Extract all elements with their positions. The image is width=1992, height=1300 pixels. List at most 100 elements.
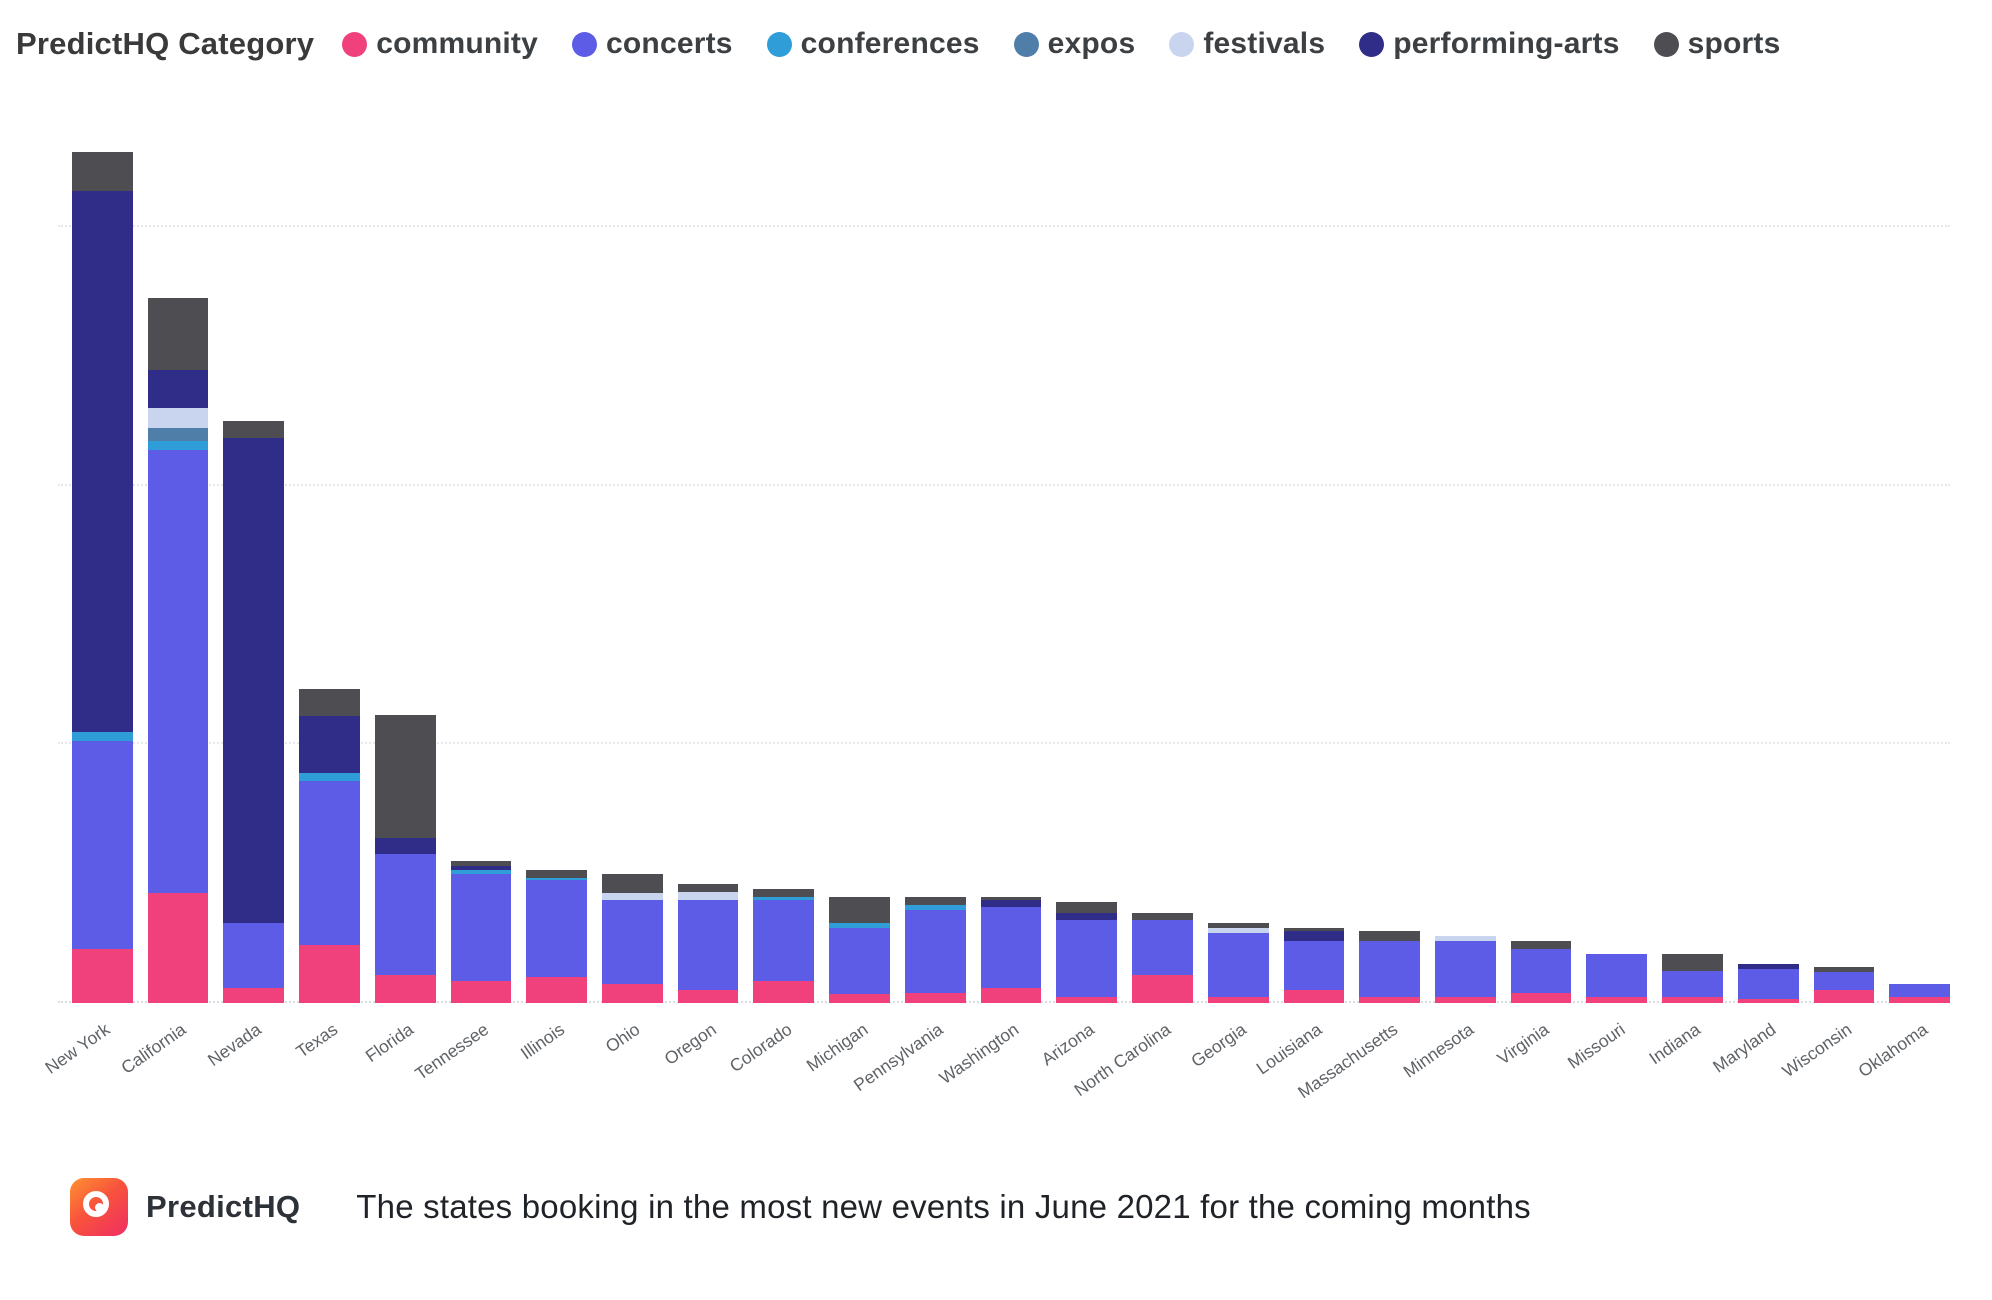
legend-item-festivals[interactable]: festivals [1169, 27, 1325, 61]
segment-community[interactable] [1132, 974, 1193, 1003]
segment-festivals[interactable] [147, 408, 209, 428]
bar-washington[interactable] [980, 897, 1042, 1003]
segment-sports[interactable] [374, 714, 436, 838]
segment-community[interactable] [1813, 990, 1875, 1003]
bar-california[interactable] [147, 298, 209, 1003]
segment-concerts[interactable] [147, 449, 209, 894]
bar-new-york[interactable] [72, 152, 133, 1003]
segment-conferences[interactable] [72, 731, 133, 741]
segment-community[interactable] [1283, 990, 1345, 1003]
segment-concerts[interactable] [1056, 920, 1118, 997]
segment-community[interactable] [1056, 996, 1118, 1003]
segment-concerts[interactable] [374, 854, 436, 975]
segment-sports[interactable] [1207, 922, 1269, 929]
segment-performing-arts[interactable] [450, 865, 512, 870]
segment-concerts[interactable] [1813, 971, 1875, 991]
segment-community[interactable] [526, 977, 588, 1003]
bar-michigan[interactable] [829, 897, 890, 1003]
bar-florida[interactable] [374, 714, 436, 1003]
segment-concerts[interactable] [829, 928, 890, 994]
bar-illinois[interactable] [526, 869, 588, 1003]
segment-concerts[interactable] [223, 922, 285, 988]
segment-performing-arts[interactable] [72, 191, 133, 732]
segment-conferences[interactable] [147, 440, 209, 450]
segment-sports[interactable] [602, 873, 663, 894]
segment-concerts[interactable] [602, 899, 663, 984]
bar-louisiana[interactable] [1283, 928, 1345, 1003]
bar-maryland[interactable] [1737, 964, 1799, 1003]
legend-item-sports[interactable]: sports [1653, 27, 1781, 61]
segment-community[interactable] [374, 974, 436, 1003]
segment-sports[interactable] [1510, 940, 1572, 949]
bar-oregon[interactable] [677, 884, 739, 1003]
bar-wisconsin[interactable] [1813, 966, 1875, 1003]
segment-community[interactable] [1889, 996, 1950, 1003]
segment-conferences[interactable] [829, 922, 890, 929]
bar-indiana[interactable] [1662, 953, 1723, 1003]
segment-community[interactable] [299, 944, 360, 1003]
segment-performing-arts[interactable] [980, 899, 1042, 908]
bar-virginia[interactable] [1510, 940, 1572, 1003]
bar-north-carolina[interactable] [1132, 912, 1193, 1003]
segment-sports[interactable] [72, 152, 133, 192]
bar-texas[interactable] [299, 688, 360, 1003]
segment-sports[interactable] [1359, 930, 1420, 941]
segment-conferences[interactable] [904, 904, 966, 910]
segment-performing-arts[interactable] [147, 369, 209, 409]
bar-missouri[interactable] [1586, 953, 1648, 1003]
bar-pennsylvania[interactable] [904, 897, 966, 1003]
segment-sports[interactable] [904, 897, 966, 905]
segment-sports[interactable] [829, 897, 890, 923]
segment-expos[interactable] [147, 427, 209, 441]
segment-concerts[interactable] [753, 899, 815, 982]
segment-concerts[interactable] [1132, 920, 1193, 975]
bar-colorado[interactable] [753, 889, 815, 1003]
segment-conferences[interactable] [753, 897, 815, 900]
segment-concerts[interactable] [1283, 940, 1345, 991]
segment-concerts[interactable] [299, 780, 360, 945]
segment-sports[interactable] [980, 897, 1042, 900]
segment-sports[interactable] [1056, 902, 1118, 913]
segment-community[interactable] [980, 987, 1042, 1003]
segment-performing-arts[interactable] [223, 438, 285, 923]
legend-item-conferences[interactable]: conferences [766, 27, 980, 61]
segment-community[interactable] [1510, 992, 1572, 1003]
segment-community[interactable] [602, 983, 663, 1003]
segment-community[interactable] [904, 992, 966, 1003]
segment-sports[interactable] [1132, 912, 1193, 921]
segment-performing-arts[interactable] [299, 716, 360, 773]
segment-community[interactable] [1586, 996, 1648, 1003]
segment-concerts[interactable] [677, 899, 739, 991]
segment-concerts[interactable] [980, 907, 1042, 988]
segment-concerts[interactable] [1434, 940, 1496, 997]
segment-festivals[interactable] [677, 891, 739, 900]
bar-arizona[interactable] [1056, 902, 1118, 1003]
segment-sports[interactable] [299, 688, 360, 717]
segment-concerts[interactable] [1586, 953, 1648, 997]
segment-concerts[interactable] [1737, 969, 1799, 1000]
segment-community[interactable] [1737, 999, 1799, 1003]
segment-conferences[interactable] [526, 877, 588, 881]
segment-festivals[interactable] [1434, 935, 1496, 941]
legend-item-expos[interactable]: expos [1013, 27, 1136, 61]
segment-sports[interactable] [1662, 953, 1723, 971]
bar-massachusetts[interactable] [1359, 930, 1420, 1003]
segment-community[interactable] [147, 893, 209, 1003]
segment-concerts[interactable] [526, 880, 588, 978]
segment-community[interactable] [1434, 996, 1496, 1003]
segment-sports[interactable] [147, 298, 209, 370]
segment-concerts[interactable] [1359, 940, 1420, 997]
segment-performing-arts[interactable] [374, 837, 436, 855]
segment-performing-arts[interactable] [1737, 964, 1799, 970]
segment-concerts[interactable] [72, 740, 133, 949]
segment-festivals[interactable] [602, 893, 663, 900]
segment-performing-arts[interactable] [1056, 912, 1118, 921]
segment-sports[interactable] [677, 884, 739, 892]
segment-sports[interactable] [1813, 966, 1875, 972]
segment-community[interactable] [1359, 996, 1420, 1003]
segment-conferences[interactable] [450, 869, 512, 874]
segment-community[interactable] [677, 990, 739, 1003]
segment-community[interactable] [72, 948, 133, 1003]
bar-minnesota[interactable] [1434, 935, 1496, 1003]
segment-conferences[interactable] [299, 772, 360, 781]
